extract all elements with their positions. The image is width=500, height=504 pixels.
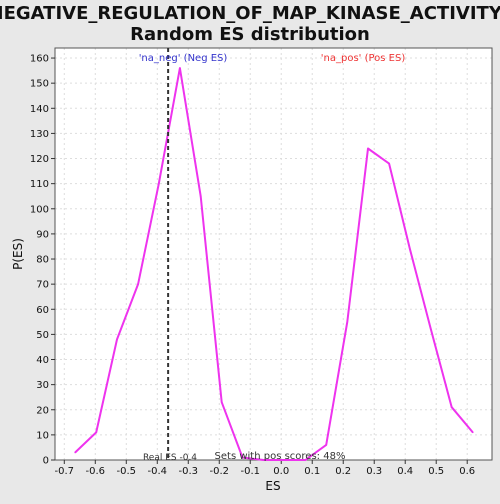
x-tick-label: 0.6 [459,466,475,477]
chart-title-line2: Random ES distribution [130,24,370,45]
plot-area [55,48,492,460]
y-tick-label: 70 [36,280,49,291]
data-point [199,195,202,198]
neg-es-label: 'na_neg' (Neg ES) [139,53,228,64]
y-tick-label: 140 [30,104,49,115]
data-point [116,338,118,341]
x-tick-label: 0.0 [273,466,289,477]
y-tick-label: 120 [30,154,49,165]
data-point [74,451,76,454]
data-point [325,444,327,446]
data-point [220,401,223,404]
y-tick-label: 160 [30,54,49,65]
y-tick-label: 150 [30,79,49,90]
y-tick-label: 20 [36,405,49,416]
data-point [137,283,139,285]
data-point [430,328,432,331]
x-tick-label: -0.1 [240,466,260,477]
x-tick-label: -0.3 [179,466,199,477]
x-tick-label: 0.1 [304,466,320,477]
x-axis-label: ES [265,479,280,493]
real-es-label: Real ES -0.4 [143,453,197,463]
x-tick-label: 0.3 [366,466,382,477]
data-point [367,147,369,150]
data-point [179,67,181,69]
y-tick-label: 10 [36,430,49,441]
y-tick-label: 80 [36,255,49,266]
y-tick-label: 40 [36,355,49,366]
y-tick-label: 130 [30,129,49,140]
data-point [262,459,265,461]
chart-title-line1: NEGATIVE_REGULATION_OF_MAP_KINASE_ACTIVI… [0,3,500,24]
x-tick-label: -0.4 [148,466,168,477]
grid [55,48,492,460]
x-tick-label: -0.5 [117,466,137,477]
y-tick-label: 50 [36,330,49,341]
data-point [346,321,349,323]
x-tick-label: -0.6 [86,466,106,477]
pos-scores-label: Sets with pos scores: 48% [215,451,346,462]
annotations: 'na_neg' (Neg ES) 'na_pos' (Pos ES) Real E… [139,48,406,463]
x-tick-label: 0.2 [335,466,351,477]
data-point [158,182,160,185]
data-point [471,431,474,434]
y-tick-label: 90 [36,229,49,240]
data-point [241,456,244,459]
data-point [409,248,411,250]
data-point [388,162,390,165]
y-tick-label: 60 [36,305,49,316]
data-point [304,459,307,461]
es-distribution-line [74,67,474,461]
y-tick-label: 30 [36,380,49,391]
series [74,67,474,461]
y-tick-label: 0 [43,456,49,467]
pos-es-label: 'na_pos' (Pos ES) [321,53,406,64]
x-tick-label: 0.4 [397,466,413,477]
x-tick-label: -0.7 [55,466,75,477]
x-tick-label: -0.2 [210,466,230,477]
axes: 0 10 20 30 40 50 60 70 80 90 100 110 120 130 140 150 160… [30,47,493,477]
y-tick-label: 110 [30,179,49,190]
data-point [450,406,453,409]
data-point [95,431,98,434]
data-point [283,459,286,461]
y-tick-label: 100 [30,204,49,215]
y-axis-label: P(ES) [11,238,25,270]
x-tick-label: 0.5 [428,466,444,477]
